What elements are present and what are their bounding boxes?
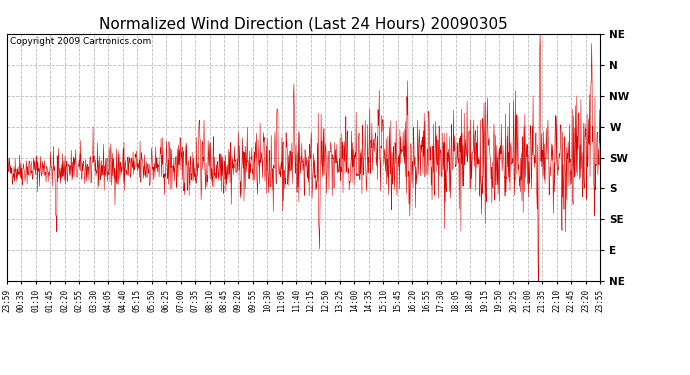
Title: Normalized Wind Direction (Last 24 Hours) 20090305: Normalized Wind Direction (Last 24 Hours…: [99, 16, 508, 31]
Text: Copyright 2009 Cartronics.com: Copyright 2009 Cartronics.com: [10, 38, 151, 46]
